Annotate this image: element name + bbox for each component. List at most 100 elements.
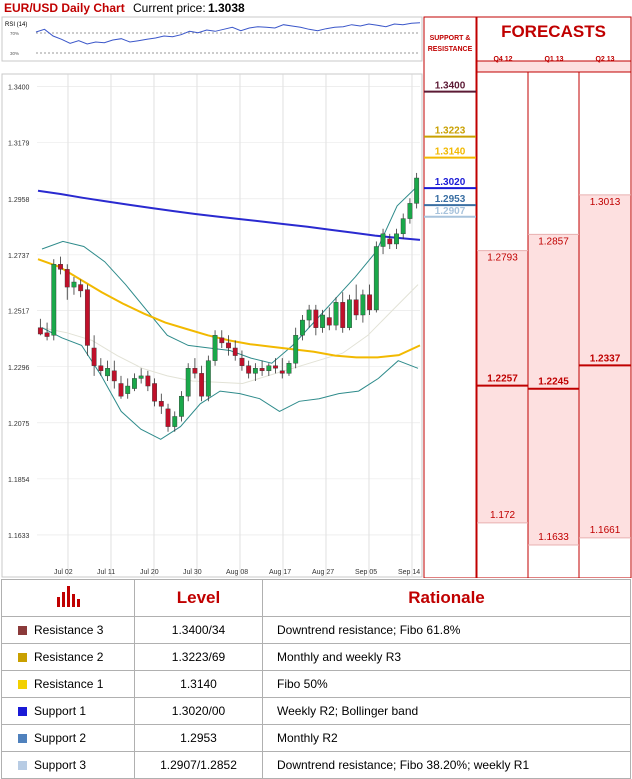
sr-level-label: 1.2953: [435, 194, 466, 205]
row-rationale: Fibo 50%: [262, 670, 631, 698]
candle-body: [326, 317, 332, 326]
forecasts-title: FORECASTS: [501, 22, 606, 41]
row-level: 1.3400/34: [134, 616, 263, 644]
current-price-label: Current price:: [133, 1, 206, 15]
support-resistance-header-line1: SUPPORT &: [429, 35, 471, 42]
y-tick-label: 1.2958: [8, 197, 30, 204]
candle-body: [246, 365, 252, 374]
row-name: Resistance 2: [34, 650, 104, 664]
table-row: Support 1 1.3020/00 Weekly R2; Bollinger…: [1, 697, 631, 725]
candle-body: [125, 385, 131, 394]
eurusd-chart: RSI (14) 70% 30% 1.3400 1.3179 1.2958 1.273…: [1, 16, 632, 578]
y-tick-label: 1.2075: [8, 421, 30, 428]
candle-body: [414, 177, 420, 204]
candle-body: [165, 408, 171, 427]
y-tick-label: 1.2296: [8, 365, 30, 372]
price-panel: [1, 73, 423, 578]
candle-body: [313, 309, 319, 328]
forecast-high-label: 1.3013: [590, 197, 621, 208]
candle-body: [132, 378, 137, 389]
candle-body: [252, 368, 258, 374]
rsi-title: RSI (14): [5, 22, 27, 28]
support-3-swatch: [18, 761, 27, 771]
bar-chart-icon-svg: [57, 585, 80, 607]
x-tick-label: Sep 05: [355, 569, 377, 576]
resistance-2-swatch: [18, 653, 27, 663]
support-resistance-header-line2: RESISTANCE: [427, 46, 473, 53]
candle-body: [212, 335, 218, 361]
rationale-header: Rationale: [262, 579, 631, 617]
forecast-high-label: 1.2793: [487, 253, 518, 264]
sr-level-label: 1.3020: [435, 177, 466, 188]
forecast-low-label: 1.1661: [590, 525, 621, 536]
candle-body: [279, 370, 285, 374]
candle-body: [400, 218, 406, 235]
candle-body: [44, 332, 50, 337]
candle-body: [51, 264, 57, 336]
bar-chart-icon: [1, 579, 135, 617]
candle-body: [333, 302, 339, 326]
candle-body: [266, 365, 272, 372]
candle-body: [367, 294, 373, 311]
x-tick-label: Sep 14: [398, 569, 420, 576]
candle-body: [192, 368, 198, 374]
candle-body: [273, 365, 278, 369]
current-price-value: 1.3038: [208, 1, 245, 15]
row-rationale: Downtrend resistance; Fibo 61.8%: [262, 616, 631, 644]
levels-table-header: Level Rationale: [1, 579, 631, 617]
forecast-quarter-q4-12: Q4 12: [493, 56, 513, 63]
forecast-quarter-q1-13: Q1 13: [544, 56, 564, 63]
x-tick-label: Aug 27: [312, 569, 334, 576]
x-tick-label: Aug 17: [269, 569, 291, 576]
row-rationale: Monthly and weekly R3: [262, 643, 631, 671]
x-tick-label: Aug 08: [226, 569, 248, 576]
candle-body: [64, 269, 70, 288]
candle-body: [320, 314, 325, 328]
candle-body: [205, 360, 211, 397]
candle-body: [299, 319, 305, 336]
candle-body: [58, 264, 63, 270]
rsi-panel: [1, 16, 423, 62]
bollinger-lower-line: [41, 327, 419, 440]
candle-body: [152, 383, 158, 402]
candle-body: [286, 363, 292, 374]
candle-body: [380, 233, 386, 247]
ma50-line: [37, 258, 421, 359]
candle-body: [158, 401, 164, 407]
sr-level-label: 1.3140: [435, 147, 466, 158]
resistance-3-swatch: [18, 626, 27, 636]
level-header: Level: [134, 579, 263, 617]
forecast-mid-label: 1.2257: [487, 374, 518, 385]
candle-body: [84, 289, 90, 346]
y-tick-label: 1.2517: [8, 309, 30, 316]
ma200-line: [37, 189, 421, 241]
candle-body: [91, 347, 97, 366]
row-level: 1.3140: [134, 670, 263, 698]
support-resistance-header: SUPPORT & RESISTANCE: [424, 33, 476, 55]
candle-body: [347, 299, 352, 328]
candle-body: [232, 347, 238, 356]
y-tick-label: 1.1633: [8, 533, 30, 540]
row-name: Resistance 1: [34, 677, 104, 691]
candle-body: [373, 246, 379, 311]
table-row: Resistance 2 1.3223/69 Monthly and weekl…: [1, 643, 631, 671]
candle-body: [105, 368, 110, 377]
forecast-quarter-q2-13: Q2 13: [595, 56, 615, 63]
forecast-mid-label: 1.2337: [590, 353, 621, 364]
candle-body: [219, 337, 225, 344]
y-tick-label: 1.2737: [8, 253, 30, 260]
candle-body: [259, 368, 265, 372]
support-2-swatch: [18, 734, 27, 744]
table-row: Support 3 1.2907/1.2852 Downtrend resist…: [1, 751, 631, 779]
y-tick-label: 1.3179: [8, 141, 30, 148]
rsi-tick-70: 70%: [10, 31, 19, 36]
bollinger-upper-line: [41, 185, 419, 364]
rsi-tick-30: 30%: [10, 51, 19, 56]
rsi-line: [35, 22, 421, 45]
bollinger-middle-line: [41, 284, 419, 385]
forecast-low-label: 1.172: [490, 510, 515, 521]
chart-title: EUR/USD Daily Chart: [4, 1, 125, 15]
levels-table: Level Rationale Resistance 3 1.3400/34 D…: [1, 579, 631, 779]
forecast-low-label: 1.1633: [538, 532, 569, 543]
forecast-range-band: [477, 250, 528, 523]
